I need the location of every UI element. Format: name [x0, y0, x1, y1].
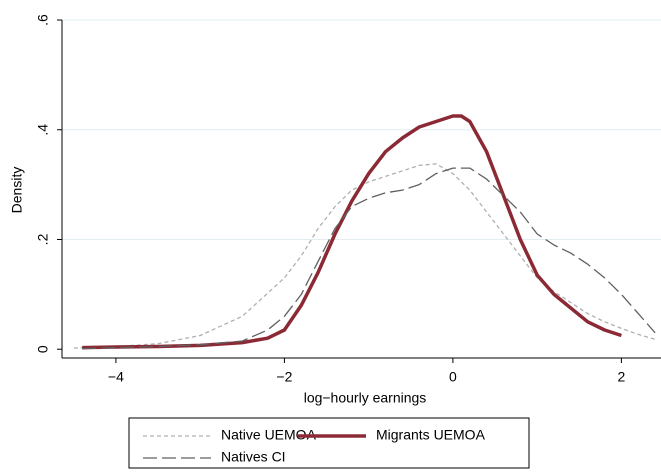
- legend-box: [128, 417, 530, 469]
- x-tick-label: 0: [449, 369, 457, 385]
- density-line: [73, 163, 656, 349]
- x-tick-label: −2: [276, 369, 292, 385]
- density-line: [82, 114, 622, 350]
- y-tick-label: .2: [35, 233, 51, 245]
- legend-label: Natives CI: [221, 449, 286, 465]
- x-tick-label: −4: [108, 369, 124, 385]
- legend-label: Migrants UEMOA: [376, 427, 486, 443]
- x-axis-title: log−hourly earnings: [304, 390, 427, 406]
- density-line: [82, 167, 656, 350]
- y-tick-label: .4: [35, 124, 51, 136]
- legend-label: Native UEMOA: [221, 427, 317, 443]
- y-axis-title: Density: [9, 167, 25, 214]
- y-tick-label: .6: [35, 14, 51, 26]
- y-tick-label: 0: [35, 345, 51, 353]
- x-tick-label: 2: [618, 369, 626, 385]
